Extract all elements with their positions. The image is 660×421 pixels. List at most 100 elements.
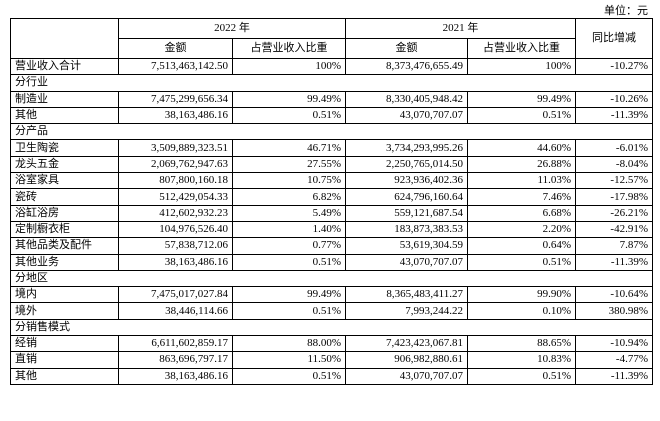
row-label: 营业收入合计	[10, 57, 119, 76]
value-cell: -10.94%	[575, 335, 653, 353]
value-cell: 38,163,486.16	[118, 367, 233, 385]
value-cell: -12.57%	[575, 172, 653, 190]
value-cell: 7,475,017,027.84	[118, 286, 233, 304]
row-label: 直销	[10, 351, 119, 369]
value-cell: 7.46%	[467, 188, 576, 206]
value-cell: 6.68%	[467, 204, 576, 222]
value-cell: 7,513,463,142.50	[118, 57, 233, 76]
value-cell: 807,800,160.18	[118, 172, 233, 190]
row-label: 龙头五金	[10, 155, 119, 174]
row-label: 其他业务	[10, 253, 119, 271]
column-header: 金额	[345, 38, 468, 59]
data-row: 其他品类及配件 57,838,712.06 0.77% 53,619,304.59 0.…	[10, 237, 653, 255]
row-label: 境外	[10, 302, 119, 320]
year-header: 2022 年	[118, 18, 346, 39]
value-cell: 863,696,797.17	[118, 351, 233, 369]
value-cell: -4.77%	[575, 351, 653, 369]
table-header: 2022 年 2021 年 同比增减 金额 占营业收入比重 金额 占营业收入比重	[10, 18, 653, 59]
value-cell: 1.40%	[232, 220, 346, 239]
value-cell: -26.21%	[575, 204, 653, 222]
data-row: 直销 863,696,797.17 11.50% 906,982,880.61 10.8…	[10, 351, 653, 369]
data-row: 其他 38,163,486.16 0.51% 43,070,707.07 0.51% -1…	[10, 367, 653, 385]
value-cell: 99.49%	[232, 286, 346, 304]
row-label: 定制橱衣柜	[10, 220, 119, 239]
value-cell: 0.51%	[232, 302, 346, 320]
section-title: 分行业	[10, 74, 653, 92]
value-cell: 8,365,483,411.27	[345, 286, 468, 304]
row-label: 境内	[10, 286, 119, 304]
value-cell: 43,070,707.07	[345, 106, 468, 125]
data-row: 龙头五金 2,069,762,947.63 27.55% 2,250,765,014.…	[10, 155, 653, 174]
value-cell: 88.65%	[467, 335, 576, 353]
row-label: 卫生陶瓷	[10, 139, 119, 157]
value-cell: -17.98%	[575, 188, 653, 206]
value-cell: -42.91%	[575, 220, 653, 239]
value-cell: 512,429,054.33	[118, 188, 233, 206]
data-row: 经销 6,611,602,859.17 88.00% 7,423,423,067.81…	[10, 335, 653, 353]
value-cell: 5.49%	[232, 204, 346, 222]
section-title: 分销售模式	[10, 318, 653, 337]
value-cell: 7,993,244.22	[345, 302, 468, 320]
value-cell: 10.83%	[467, 351, 576, 369]
value-cell: 27.55%	[232, 155, 346, 174]
value-cell: 2,250,765,014.50	[345, 155, 468, 174]
value-cell: 0.51%	[467, 106, 576, 125]
value-cell: 6.82%	[232, 188, 346, 206]
value-cell: 0.51%	[232, 106, 346, 125]
year-header: 2021 年	[345, 18, 576, 39]
section-title: 分地区	[10, 269, 653, 288]
value-cell: 624,796,160.64	[345, 188, 468, 206]
value-cell: 8,373,476,655.49	[345, 57, 468, 76]
data-row: 卫生陶瓷 3,509,889,323.51 46.71% 3,734,293,995.…	[10, 139, 653, 157]
value-cell: 104,976,526.40	[118, 220, 233, 239]
section-row: 分产品	[10, 123, 653, 141]
value-cell: 183,873,383.53	[345, 220, 468, 239]
value-cell: 0.64%	[467, 237, 576, 255]
value-cell: -8.04%	[575, 155, 653, 174]
value-cell: 88.00%	[232, 335, 346, 353]
data-row: 其他 38,163,486.16 0.51% 43,070,707.07 0.51% -1…	[10, 106, 653, 125]
value-cell: 43,070,707.07	[345, 253, 468, 271]
value-cell: -10.26%	[575, 90, 653, 108]
value-cell: 99.49%	[467, 90, 576, 108]
value-cell: 2.20%	[467, 220, 576, 239]
value-cell: 38,163,486.16	[118, 253, 233, 271]
value-cell: 3,734,293,995.26	[345, 139, 468, 157]
value-cell: 43,070,707.07	[345, 367, 468, 385]
value-cell: 46.71%	[232, 139, 346, 157]
data-row: 其他业务 38,163,486.16 0.51% 43,070,707.07 0.51%…	[10, 253, 653, 271]
row-label: 其他品类及配件	[10, 237, 119, 255]
value-cell: 99.49%	[232, 90, 346, 108]
section-row: 分行业	[10, 74, 653, 92]
value-cell: 8,330,405,948.42	[345, 90, 468, 108]
row-label: 其他	[10, 367, 119, 385]
value-cell: 100%	[467, 57, 576, 76]
value-cell: 0.51%	[467, 367, 576, 385]
data-row: 境内 7,475,017,027.84 99.49% 8,365,483,411.27…	[10, 286, 653, 304]
value-cell: 0.10%	[467, 302, 576, 320]
value-cell: 38,446,114.66	[118, 302, 233, 320]
corner-cell	[10, 18, 119, 59]
value-cell: 412,602,932.23	[118, 204, 233, 222]
value-cell: 3,509,889,323.51	[118, 139, 233, 157]
value-cell: 0.51%	[232, 253, 346, 271]
data-row: 境外 38,446,114.66 0.51% 7,993,244.22 0.10% 380…	[10, 302, 653, 320]
value-cell: 57,838,712.06	[118, 237, 233, 255]
section-row: 分地区	[10, 269, 653, 288]
row-label: 瓷砖	[10, 188, 119, 206]
value-cell: 0.77%	[232, 237, 346, 255]
value-cell: 100%	[232, 57, 346, 76]
revenue-table: 2022 年 2021 年 同比增减 金额 占营业收入比重 金额 占营业收入比重…	[10, 18, 653, 385]
value-cell: 10.75%	[232, 172, 346, 190]
value-cell: 44.60%	[467, 139, 576, 157]
data-row: 浴缸浴房 412,602,932.23 5.49% 559,121,687.54 6.6…	[10, 204, 653, 222]
row-label: 经销	[10, 335, 119, 353]
value-cell: 906,982,880.61	[345, 351, 468, 369]
unit-label: 单位：元	[604, 5, 648, 17]
column-header: 占营业收入比重	[232, 38, 346, 59]
value-cell: 2,069,762,947.63	[118, 155, 233, 174]
value-cell: -11.39%	[575, 367, 653, 385]
value-cell: 99.90%	[467, 286, 576, 304]
data-row: 瓷砖 512,429,054.33 6.82% 624,796,160.64 7.46%…	[10, 188, 653, 206]
